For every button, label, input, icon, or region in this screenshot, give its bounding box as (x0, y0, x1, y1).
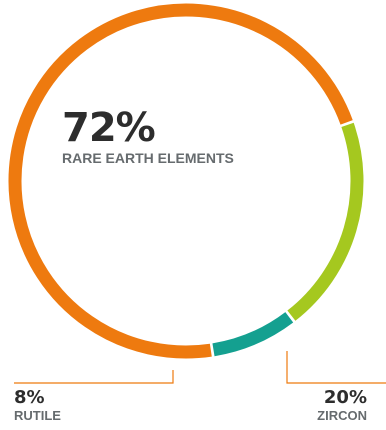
leader-line-rutile (14, 370, 174, 384)
slice-rutile (212, 312, 294, 357)
slice-label-rare-earth-elements: RARE EARTH ELEMENTS (62, 150, 234, 166)
slice-value-rare-earth-elements: 72% (62, 105, 156, 151)
slice-rare-earth-elements (8, 3, 353, 359)
slice-label-rutile: RUTILE (14, 408, 61, 423)
slice-value-zircon: 20% (323, 387, 367, 408)
slice-value-rutile: 8% (14, 387, 45, 408)
leader-line-zircon (286, 351, 386, 384)
slice-label-zircon: ZIRCON (317, 408, 367, 423)
slice-zircon (287, 122, 364, 321)
